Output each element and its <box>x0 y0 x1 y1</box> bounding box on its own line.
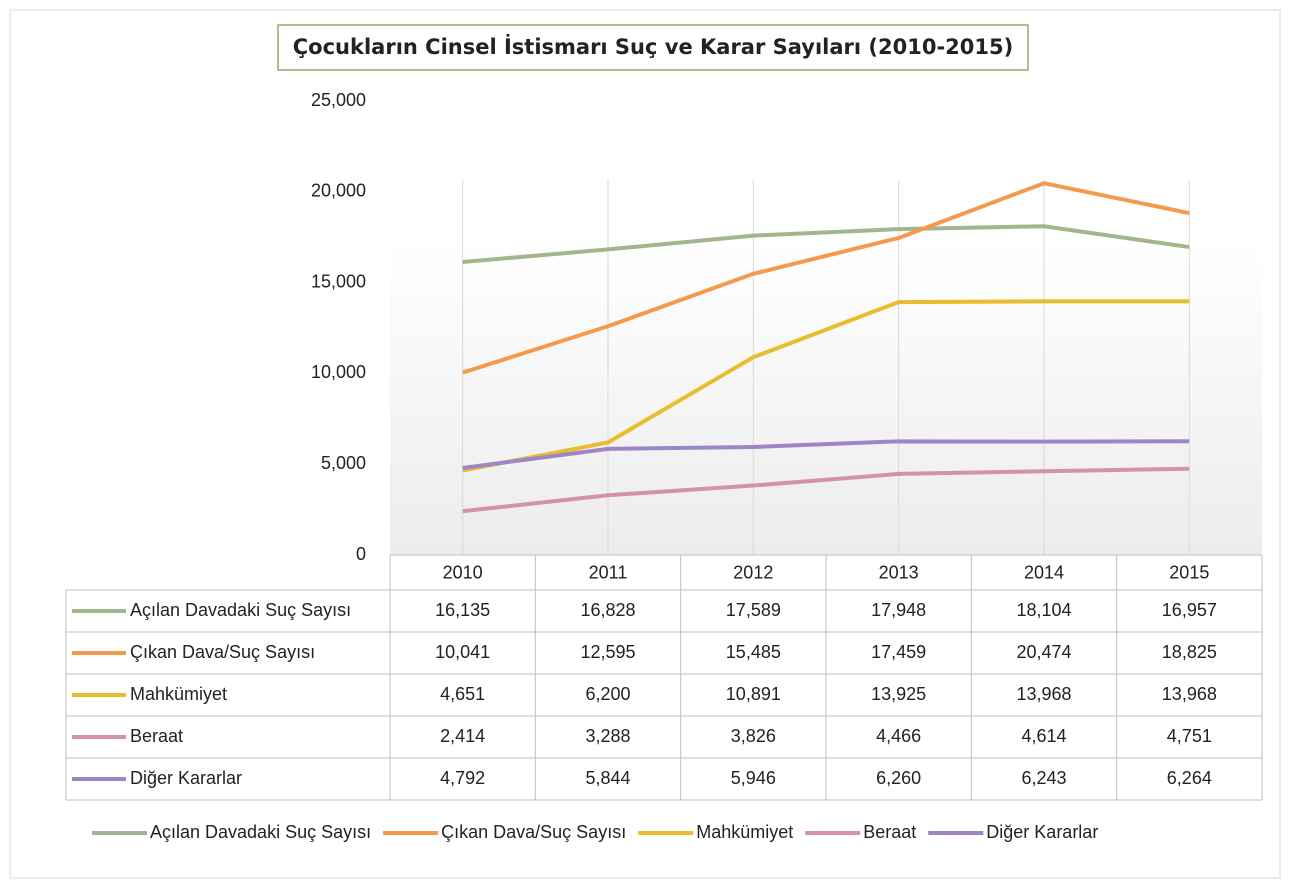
table-cell: 5,844 <box>585 768 630 788</box>
table-cell: 16,957 <box>1162 600 1217 620</box>
table-row-label: Mahkümiyet <box>130 684 227 704</box>
table-cell: 13,968 <box>1016 684 1071 704</box>
y-tick-label: 5,000 <box>321 453 366 473</box>
y-tick-label: 20,000 <box>311 181 366 201</box>
legend-label: Mahkümiyet <box>696 822 793 842</box>
table-cell: 3,826 <box>731 726 776 746</box>
title-box <box>277 24 1029 71</box>
x-tick-label: 2011 <box>589 562 628 582</box>
table-cell: 12,595 <box>580 642 635 662</box>
table-cell: 18,104 <box>1016 600 1071 620</box>
table-cell: 10,891 <box>726 684 781 704</box>
table-cell: 4,466 <box>876 726 921 746</box>
table-cell: 17,459 <box>871 642 926 662</box>
y-tick-label: 25,000 <box>311 90 366 110</box>
table-cell: 13,925 <box>871 684 926 704</box>
x-tick-label: 2013 <box>879 562 919 582</box>
table-row-label: Açılan Davadaki Suç Sayısı <box>130 600 351 620</box>
x-tick-label: 2015 <box>1169 562 1209 582</box>
legend-label: Açılan Davadaki Suç Sayısı <box>150 822 371 842</box>
y-tick-label: 0 <box>356 544 366 564</box>
x-tick-label: 2012 <box>733 562 773 582</box>
table-cell: 2,414 <box>440 726 485 746</box>
table-cell: 18,825 <box>1162 642 1217 662</box>
table-cell: 6,243 <box>1021 768 1066 788</box>
series-line <box>462 299 1190 473</box>
table-cell: 17,589 <box>726 600 781 620</box>
table-cell: 4,651 <box>440 684 485 704</box>
table-cell: 6,200 <box>585 684 630 704</box>
table-cell: 6,264 <box>1167 768 1212 788</box>
table-cell: 5,946 <box>731 768 776 788</box>
table-cell: 4,751 <box>1167 726 1212 746</box>
series-line <box>462 181 1190 375</box>
table-cell: 17,948 <box>871 600 926 620</box>
table-cell: 6,260 <box>876 768 921 788</box>
table-cell: 16,135 <box>435 600 490 620</box>
table-cell: 3,288 <box>585 726 630 746</box>
series-line <box>462 224 1190 264</box>
table-cell: 16,828 <box>580 600 635 620</box>
table-cell: 13,968 <box>1162 684 1217 704</box>
y-tick-label: 15,000 <box>311 271 366 291</box>
legend-label: Çıkan Dava/Suç Sayısı <box>441 822 626 842</box>
y-tick-label: 10,000 <box>311 362 366 382</box>
table-row-label: Beraat <box>130 726 183 746</box>
plot-background <box>390 240 1262 555</box>
table-cell: 4,792 <box>440 768 485 788</box>
chart-title: Çocukların Cinsel İstismarı Suç ve Karar… <box>293 34 1013 59</box>
series-line <box>462 466 1190 514</box>
x-tick-label: 2010 <box>443 562 483 582</box>
series-line <box>462 439 1190 470</box>
x-tick-label: 2014 <box>1024 562 1064 582</box>
table-cell: 20,474 <box>1016 642 1071 662</box>
table-cell: 15,485 <box>726 642 781 662</box>
table-cell: 10,041 <box>435 642 490 662</box>
legend-label: Beraat <box>863 822 916 842</box>
table-row-label: Çıkan Dava/Suç Sayısı <box>130 642 315 662</box>
legend-label: Diğer Kararlar <box>986 822 1098 842</box>
table-row-label: Diğer Kararlar <box>130 768 242 788</box>
table-cell: 4,614 <box>1021 726 1066 746</box>
